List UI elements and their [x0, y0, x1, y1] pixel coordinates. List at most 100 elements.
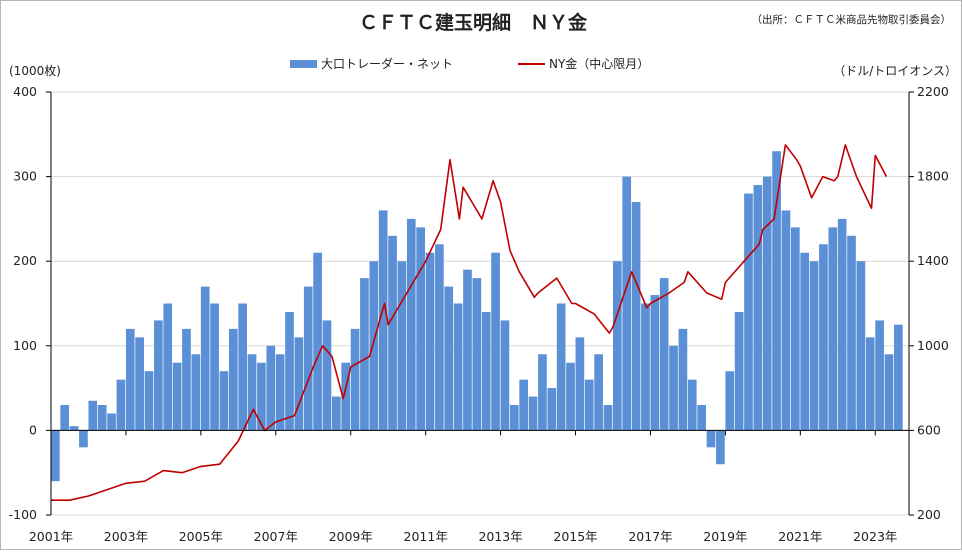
bar — [360, 278, 369, 431]
bar — [435, 244, 444, 431]
bar — [650, 295, 660, 431]
bar — [51, 430, 60, 482]
bar — [266, 345, 276, 431]
bar — [566, 362, 575, 431]
x-tick-label: 2001年 — [29, 529, 73, 544]
bar — [809, 261, 819, 431]
bar — [107, 413, 116, 431]
bar — [322, 320, 332, 431]
x-tick-label: 2017年 — [628, 529, 672, 544]
bar — [509, 405, 519, 431]
bar — [837, 218, 847, 431]
left-tick-label: 100 — [13, 338, 37, 353]
bar — [69, 426, 79, 431]
left-tick-label: 300 — [13, 169, 37, 184]
bar — [210, 303, 219, 431]
bar — [575, 337, 585, 431]
bar — [444, 286, 454, 431]
axis-layer: -100 200 0 600 100 1000 200 1400 300 1800 400 2200 2… — [9, 84, 949, 544]
x-tick-label: 2019年 — [703, 529, 747, 544]
bar — [894, 324, 903, 431]
x-tick-label: 2011年 — [404, 529, 448, 544]
left-tick-label: 0 — [29, 422, 37, 437]
bar — [716, 430, 725, 465]
x-tick-label: 2009年 — [329, 529, 373, 544]
bar — [697, 405, 706, 431]
bar — [378, 210, 388, 431]
bar — [294, 337, 304, 431]
bar — [884, 354, 894, 431]
bar — [182, 328, 191, 431]
x-tick-label: 2007年 — [254, 529, 298, 544]
bar — [584, 379, 594, 431]
bar — [528, 396, 538, 431]
gold-price-line — [51, 144, 888, 502]
bar — [453, 303, 463, 431]
bar — [397, 261, 407, 431]
bar — [416, 227, 425, 431]
bar — [622, 176, 632, 431]
bar — [491, 252, 500, 431]
bar — [875, 320, 884, 431]
right-tick-label: 1000 — [917, 338, 949, 353]
bar — [706, 430, 716, 448]
right-tick-label: 200 — [917, 507, 941, 522]
bar — [800, 252, 810, 431]
x-tick-label: 2013年 — [478, 529, 522, 544]
right-tick-label: 2200 — [917, 84, 949, 99]
right-tick-label: 1400 — [917, 253, 949, 268]
left-tick-label: 400 — [13, 84, 37, 99]
bar — [341, 362, 351, 431]
bar — [60, 405, 70, 431]
x-tick-label: 2015年 — [553, 529, 597, 544]
bar — [744, 193, 753, 431]
bar — [116, 379, 126, 431]
bar — [828, 227, 838, 431]
bar — [481, 311, 491, 431]
bar — [500, 320, 510, 431]
left-axis-unit: (1000枚) — [9, 63, 61, 78]
x-tick-label: 2021年 — [778, 529, 822, 544]
bar — [275, 354, 285, 431]
bar — [865, 337, 875, 431]
bar — [406, 218, 416, 431]
bar-series-layer — [51, 151, 903, 482]
bar — [781, 210, 791, 431]
bar — [172, 362, 182, 431]
legend-line-label: NY金（中心限月） — [549, 56, 649, 71]
right-axis-unit: （ドル/トロイオンス） — [833, 64, 957, 78]
right-tick-label: 600 — [917, 422, 941, 437]
bar — [285, 311, 294, 431]
bar — [97, 405, 107, 431]
bar — [163, 303, 173, 431]
bar — [238, 303, 248, 431]
bar — [463, 269, 472, 431]
bar — [762, 176, 772, 431]
bar — [247, 354, 257, 431]
bar — [753, 185, 763, 431]
bar — [135, 337, 144, 431]
bar — [631, 201, 641, 431]
x-tick-label: 2005年 — [179, 529, 223, 544]
bar — [641, 303, 650, 431]
bar — [144, 371, 154, 431]
bar — [538, 354, 547, 431]
bar — [687, 379, 697, 431]
bar — [556, 303, 566, 431]
bar — [790, 227, 800, 431]
bar — [847, 235, 856, 431]
x-tick-label: 2023年 — [853, 529, 897, 544]
bar — [228, 328, 238, 431]
bar — [425, 252, 435, 431]
right-tick-label: 1800 — [917, 169, 949, 184]
bar — [369, 261, 379, 431]
source-note: （出所：ＣＦＴＣ米商品先物取引委員会） — [752, 13, 952, 26]
legend: 大口トレーダー・ネット NY金（中心限月） — [290, 56, 649, 71]
bar — [594, 354, 603, 431]
left-tick-label: -100 — [9, 507, 37, 522]
bar — [819, 244, 828, 431]
bar — [603, 405, 613, 431]
bar — [678, 328, 688, 431]
